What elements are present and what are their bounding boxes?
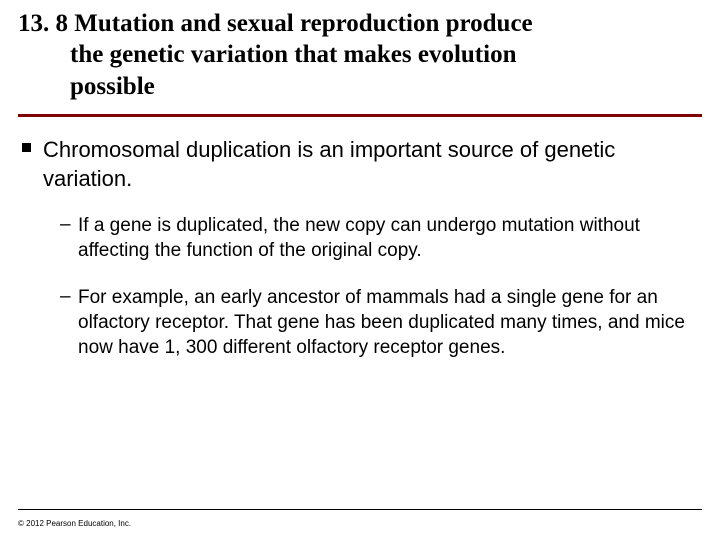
title-underline xyxy=(18,114,702,117)
main-bullet-text: Chromosomal duplication is an important … xyxy=(43,135,694,193)
slide-title: 13. 8 Mutation and sexual reproduction p… xyxy=(18,8,702,102)
main-bullet-row: Chromosomal duplication is an important … xyxy=(22,135,694,193)
sub-bullet-list: – If a gene is duplicated, the new copy … xyxy=(22,213,694,360)
sub-bullet-text: For example, an early ancestor of mammal… xyxy=(78,285,694,360)
sub-bullet-text: If a gene is duplicated, the new copy ca… xyxy=(78,213,694,263)
slide: 13. 8 Mutation and sexual reproduction p… xyxy=(0,0,720,540)
dash-icon: – xyxy=(60,285,78,310)
title-line2: the genetic variation that makes evoluti… xyxy=(18,39,702,70)
title-line1: Mutation and sexual reproduction produce xyxy=(74,10,532,37)
dash-icon: – xyxy=(60,213,78,238)
bottom-rule xyxy=(18,509,702,510)
content-area: Chromosomal duplication is an important … xyxy=(18,135,702,360)
title-number: 13. 8 xyxy=(18,10,68,37)
copyright-text: © 2012 Pearson Education, Inc. xyxy=(18,519,131,528)
title-block: 13. 8 Mutation and sexual reproduction p… xyxy=(18,8,702,108)
list-item: – For example, an early ancestor of mamm… xyxy=(60,285,694,360)
title-line3: possible xyxy=(18,71,702,102)
square-bullet-icon xyxy=(22,143,31,152)
list-item: – If a gene is duplicated, the new copy … xyxy=(60,213,694,263)
